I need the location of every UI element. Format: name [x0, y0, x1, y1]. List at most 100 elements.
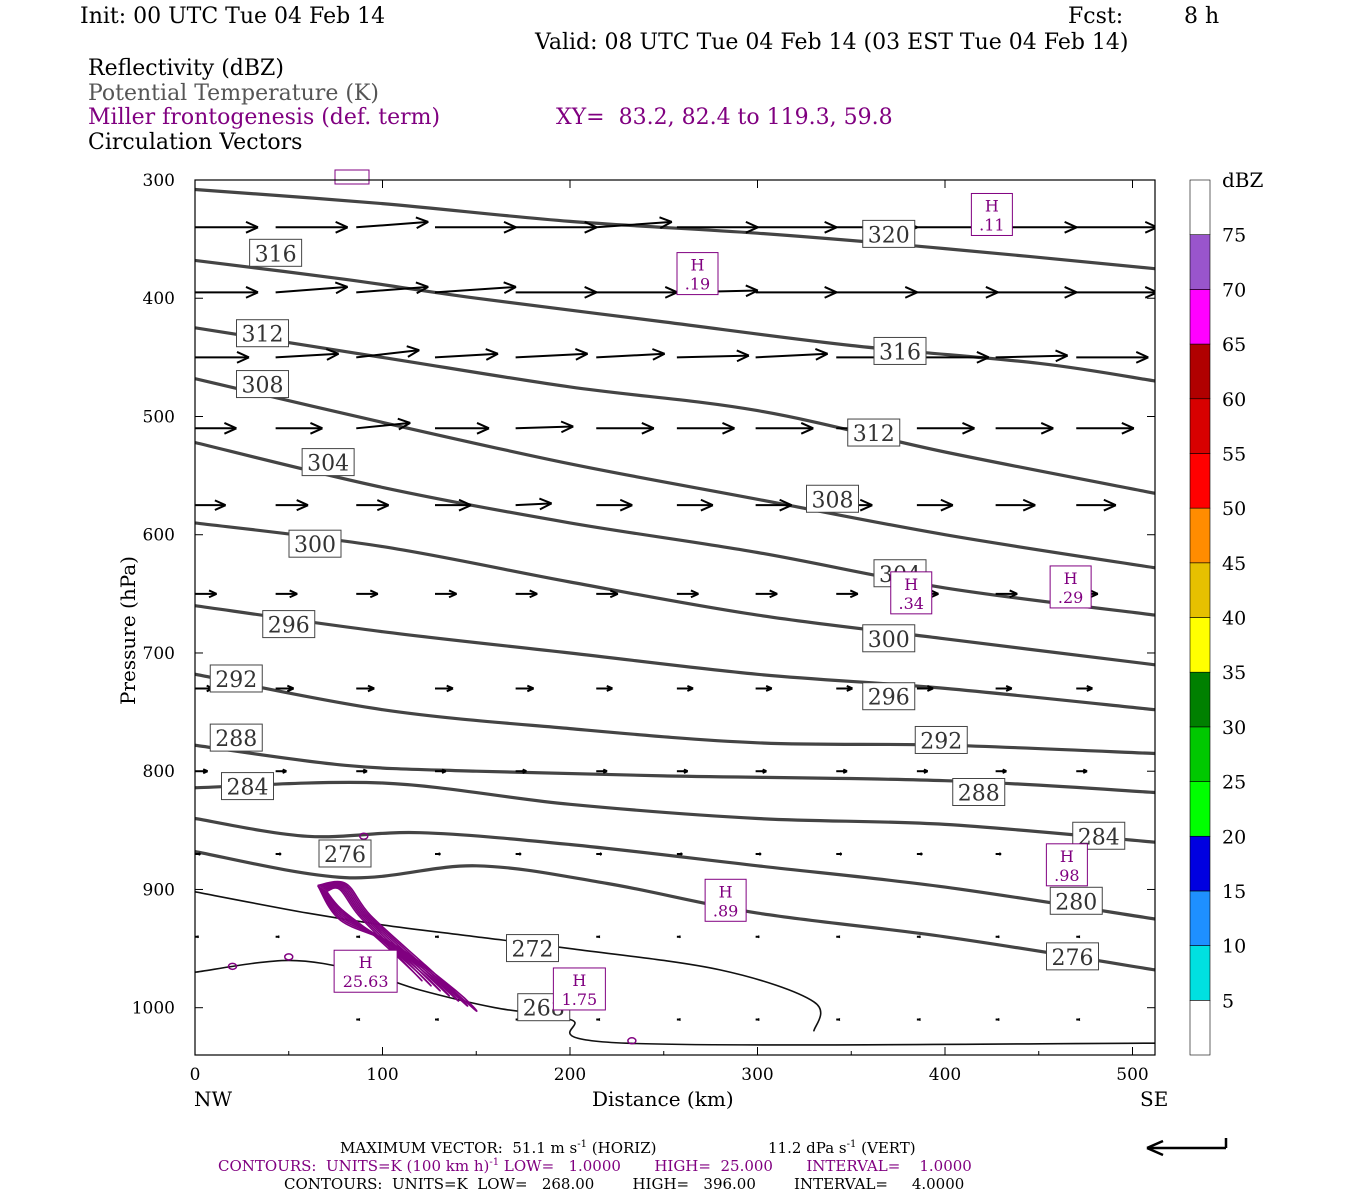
vector-arrow: [755, 935, 760, 939]
vector-arrow: [596, 421, 655, 435]
vector-arrow: [435, 768, 447, 774]
vector-arrow: [195, 286, 259, 299]
y-tick-label: 400: [143, 289, 175, 309]
vector-arrow: [995, 684, 1013, 692]
vector-arrow: [515, 852, 522, 856]
miller-max-box: [333, 949, 398, 993]
vector-arrow: [596, 935, 601, 939]
vector-arrow: [916, 852, 923, 856]
vector-arrow: [755, 498, 793, 512]
vector-arrow: [836, 684, 853, 692]
colorbar-segment: [1189, 343, 1211, 400]
vector-arrow: [275, 499, 309, 512]
max-vector-text: MAXIMUM VECTOR: 51.1 m s-1 (HORIZ): [340, 1139, 657, 1157]
theta-label-box: [506, 934, 559, 963]
vector-arrow: [356, 281, 429, 295]
vector-arrow: [755, 220, 838, 234]
theta-label-300: 300: [868, 628, 910, 653]
vector-arrow: [1076, 421, 1135, 435]
vector-arrow: [836, 589, 859, 599]
x-tick-label: 400: [929, 1065, 961, 1085]
theta-contours: [195, 187, 1155, 1046]
miller-contours: [227, 832, 637, 1045]
vector-arrow: [275, 684, 295, 693]
vector-arrow: [596, 216, 673, 230]
theta-contour-312: [195, 326, 1155, 495]
vector-arrow: [755, 286, 838, 299]
miller-max-h: H: [359, 953, 373, 972]
theta-label-312: 312: [242, 323, 284, 348]
miller-contour: [321, 883, 451, 997]
vector-arrow: [195, 499, 227, 511]
colorbar-level: 60: [1222, 389, 1246, 411]
vector-arrow: [755, 589, 778, 599]
colorbar-level: 75: [1222, 225, 1246, 247]
miller-contour: [325, 887, 423, 982]
colorbar-level: 20: [1222, 826, 1246, 848]
theta-label-box: [209, 723, 263, 752]
vector-arrow: [515, 348, 589, 361]
theta-label-box: [236, 319, 289, 348]
y-axis-title: Pressure (hPa): [116, 556, 140, 705]
vector-arrow: [434, 281, 517, 294]
colorbar-segment: [1189, 726, 1211, 782]
miller-max-h: H: [691, 256, 705, 275]
theta-contour-292: [195, 672, 1155, 756]
vector-arrow: [995, 589, 1018, 599]
vector-arrow: [435, 220, 517, 234]
theta-contour-288: [195, 743, 1155, 795]
theta-label-box: [862, 624, 916, 653]
vector-arrow: [356, 935, 361, 939]
theta-contour-info: CONTOURS: UNITS=K LOW= 268.00 HIGH= 396.…: [284, 1175, 965, 1193]
vector-arrow: [515, 420, 574, 434]
vector-arrow: [275, 281, 349, 295]
theta-contour-320: [195, 187, 1155, 271]
theta-label-272: 272: [512, 938, 554, 963]
colorbar-level: 5: [1222, 990, 1234, 1012]
vector-arrow: [916, 935, 921, 939]
vector-arrow: [755, 421, 814, 435]
colorbar-segment: [1189, 835, 1211, 892]
vector-arrow: [916, 351, 990, 364]
vector-arrow: [195, 351, 250, 364]
vector-arrow: [596, 684, 613, 692]
vector-arrow: [836, 286, 918, 299]
vector-arrow: [356, 499, 390, 512]
theta-label-box: [914, 725, 968, 754]
vector-arrow: [275, 421, 323, 435]
field-miller: Miller frontogenesis (def. term): [88, 105, 441, 130]
theta-contour-300: [195, 521, 1155, 667]
valid-time: Valid: 08 UTC Tue 04 Feb 14 (03 EST Tue …: [535, 30, 1129, 55]
miller-max-box: [676, 252, 719, 296]
vector-arrow: [435, 589, 458, 599]
vector-arrow: [836, 1018, 841, 1022]
colorbar-segment: [1189, 507, 1211, 564]
x-end-label-nw: NW: [194, 1087, 233, 1111]
miller-max-box: [704, 878, 747, 922]
vector-arrow: [275, 852, 282, 856]
vector-arrow: [275, 935, 280, 939]
colorbar-level: 40: [1222, 608, 1246, 630]
vector-arrow: [995, 286, 1078, 299]
vector-arrow: [356, 417, 411, 431]
theta-label-276: 276: [1052, 946, 1094, 971]
vector-arrow: [1076, 1018, 1081, 1022]
vector-arrow: [275, 768, 287, 774]
vector-arrow: [676, 349, 750, 363]
colorbar-segment: [1189, 781, 1211, 837]
vector-arrow: [916, 684, 934, 692]
miller-max-value: .89: [713, 901, 738, 920]
theta-label-box: [301, 448, 355, 477]
colorbar-segment: [1189, 234, 1211, 290]
colorbar-level: 25: [1222, 772, 1246, 794]
vector-arrow: [916, 421, 975, 435]
miller-max-h: H: [719, 882, 733, 901]
max-vector-vert-text: 11.2 dPa s-1 (VERT): [768, 1139, 916, 1157]
theta-label-308: 308: [812, 488, 854, 513]
colorbar-level: 70: [1222, 279, 1246, 301]
plot-frame: [194, 179, 1156, 1056]
theta-label-box: [288, 529, 342, 558]
vector-arrow: [676, 684, 694, 692]
